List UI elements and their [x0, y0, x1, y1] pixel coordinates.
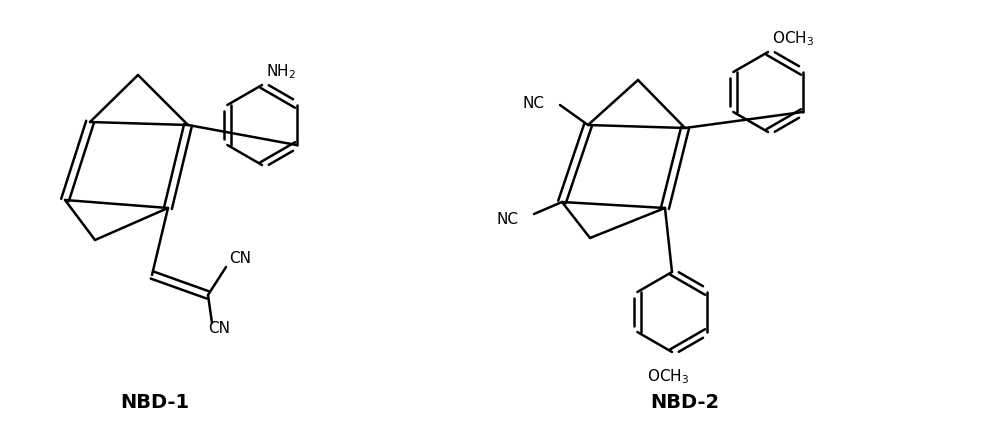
Text: OCH$_3$: OCH$_3$	[772, 29, 814, 48]
Text: NBD-2: NBD-2	[650, 393, 720, 412]
Text: CN: CN	[229, 250, 251, 265]
Text: NH$_2$: NH$_2$	[266, 62, 296, 81]
Text: NC: NC	[522, 96, 544, 111]
Text: NC: NC	[496, 211, 518, 226]
Text: OCH$_3$: OCH$_3$	[647, 366, 689, 385]
Text: CN: CN	[208, 320, 230, 335]
Text: NBD-1: NBD-1	[120, 393, 190, 412]
